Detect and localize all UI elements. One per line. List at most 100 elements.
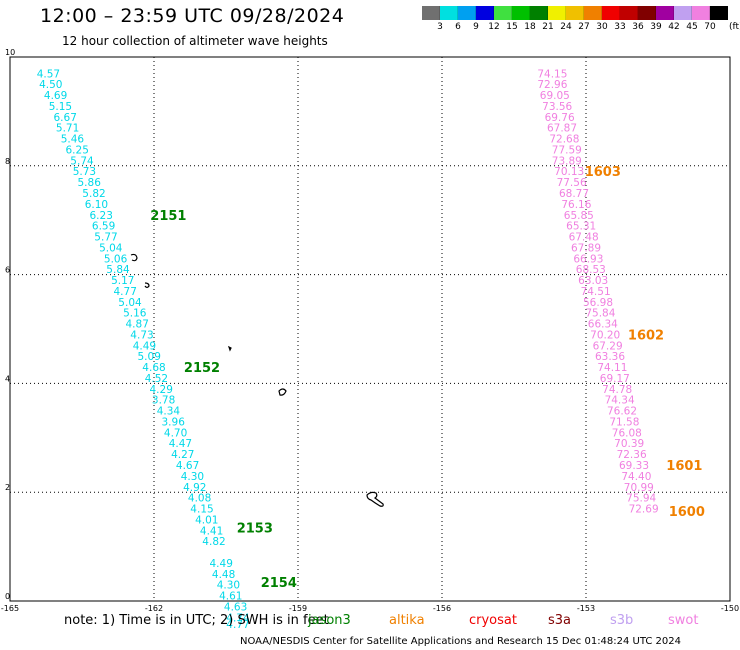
swh-label: 4.47 (169, 438, 192, 450)
color-scale-label: 15 (506, 22, 518, 32)
x-tick-label: -165 (1, 604, 19, 613)
color-scale-labels: 3 6 9 12 15 18 21 24 27 30 33 36 39 42 45 70 (422, 22, 728, 34)
x-tick-label: -159 (289, 604, 307, 613)
swh-label: 4.30 (181, 471, 204, 483)
swh-label: 5.04 (99, 242, 123, 254)
time-label: 2151 (150, 209, 186, 224)
swh-label: 5.04 (118, 297, 142, 309)
color-scale-label: 12 (488, 22, 500, 32)
time-label: 1603 (585, 165, 621, 180)
color-cell (638, 6, 656, 20)
x-tick-label: -150 (721, 604, 739, 613)
swh-label: 4.27 (171, 449, 194, 461)
swh-label: 3.96 (162, 416, 186, 428)
color-cell (674, 6, 692, 20)
color-cell (566, 6, 584, 20)
swh-label: 70.99 (624, 482, 654, 494)
swh-label: 72.36 (617, 449, 647, 461)
y-tick-label: 10 (5, 48, 15, 57)
swh-label: 65.85 (564, 210, 594, 222)
x-tick-label: -156 (433, 604, 451, 613)
swh-label: 4.49 (210, 558, 233, 570)
swh-label: 73.89 (552, 155, 582, 167)
time-label: 1600 (669, 505, 705, 520)
swh-label: 63.03 (578, 275, 608, 287)
legend-item-s3a: s3a (548, 613, 572, 628)
swh-label: 4.01 (195, 514, 218, 526)
color-cell (602, 6, 620, 20)
y-tick-label: 8 (5, 157, 10, 166)
time-label: 2152 (184, 361, 220, 376)
swh-label: 66.93 (573, 253, 603, 265)
color-scale-label: 18 (524, 22, 536, 32)
swh-label: 4.08 (188, 493, 211, 505)
color-scale-bar (422, 6, 728, 20)
color-scale-label: 33 (614, 22, 626, 32)
island-outline (130, 253, 138, 262)
color-scale-label: 36 (632, 22, 644, 32)
swh-label: 70.39 (614, 438, 644, 450)
swh-label: 73.56 (542, 101, 572, 113)
swh-label: 74.34 (605, 395, 635, 407)
swh-label: 4.29 (150, 384, 173, 396)
swh-label: 6.59 (92, 221, 115, 233)
time-labels: 2151 2152 2153 2154 1603 1602 1601 1600 (150, 165, 705, 591)
color-cell (584, 6, 602, 20)
axis-tick-labels: -165 -162 -159 -156 -153 -150 0 2 4 6 8 10 (1, 48, 739, 613)
legend-item-s3b: s3b (610, 613, 634, 628)
note-text: note: 1) Time is in UTC; 2) SWH is in fe… (64, 613, 329, 628)
color-scale-label: 30 (596, 22, 608, 32)
swh-label: 69.76 (545, 112, 575, 124)
color-cell (458, 6, 476, 20)
swh-label: 6.10 (85, 199, 108, 211)
color-scale-label: 27 (578, 22, 590, 32)
swh-label: 4.61 (219, 591, 242, 603)
swh-label: 65.31 (566, 221, 596, 233)
grid-lines (10, 57, 730, 601)
swh-label: 4.57 (37, 68, 60, 80)
swh-label: 72.96 (537, 79, 567, 91)
swh-label: 5.73 (73, 166, 96, 178)
footer-credit: NOAA/NESDIS Center for Satellite Applica… (240, 636, 682, 647)
color-cell (620, 6, 638, 20)
plot-frame (9, 56, 731, 602)
swh-label: 4.48 (212, 569, 235, 581)
swh-label: 4.49 (133, 340, 156, 352)
series-swot: 74.1572.9669.0573.5669.7667.8772.6877.59… (537, 68, 658, 515)
swh-label: 4.68 (142, 362, 165, 374)
color-scale-label: 45 (686, 22, 698, 32)
swh-label: 5.17 (111, 275, 134, 287)
swh-label: 5.84 (106, 264, 130, 276)
y-tick-label: 0 (5, 592, 10, 601)
color-cell (440, 6, 458, 20)
swh-label: 70.20 (590, 329, 620, 341)
swh-label: 4.82 (202, 536, 225, 548)
island-outline (144, 282, 150, 289)
swh-label: 4.50 (39, 79, 62, 91)
swh-label: 74.15 (537, 68, 567, 80)
swh-label: 4.73 (130, 329, 153, 341)
color-cell (422, 6, 440, 20)
swh-label: 75.94 (626, 493, 656, 505)
swh-label: 4.69 (44, 90, 67, 102)
color-cell (530, 6, 548, 20)
swh-label: 5.06 (104, 253, 128, 265)
color-cell (692, 6, 710, 20)
swh-label: 6.23 (90, 210, 113, 222)
swh-label: 68.53 (576, 264, 606, 276)
x-tick-label: -162 (145, 604, 163, 613)
color-scale-label: 24 (560, 22, 572, 32)
swh-label: 70.13 (554, 166, 584, 178)
x-tick-label: -153 (577, 604, 595, 613)
swh-label: 75.84 (585, 308, 615, 320)
swh-label: 4.30 (217, 580, 240, 592)
swh-label: 72.69 (629, 504, 659, 516)
y-tick-label: 4 (5, 374, 10, 383)
color-scale-label: 21 (542, 22, 554, 32)
color-cell (512, 6, 530, 20)
series-jason3: 4.574.504.695.156.675.715.466.255.745.73… (37, 68, 250, 631)
swh-label: 67.87 (547, 123, 577, 135)
swh-label: 5.09 (138, 351, 161, 363)
swh-label: 74.40 (621, 471, 651, 483)
swh-label: 4.41 (200, 525, 223, 537)
